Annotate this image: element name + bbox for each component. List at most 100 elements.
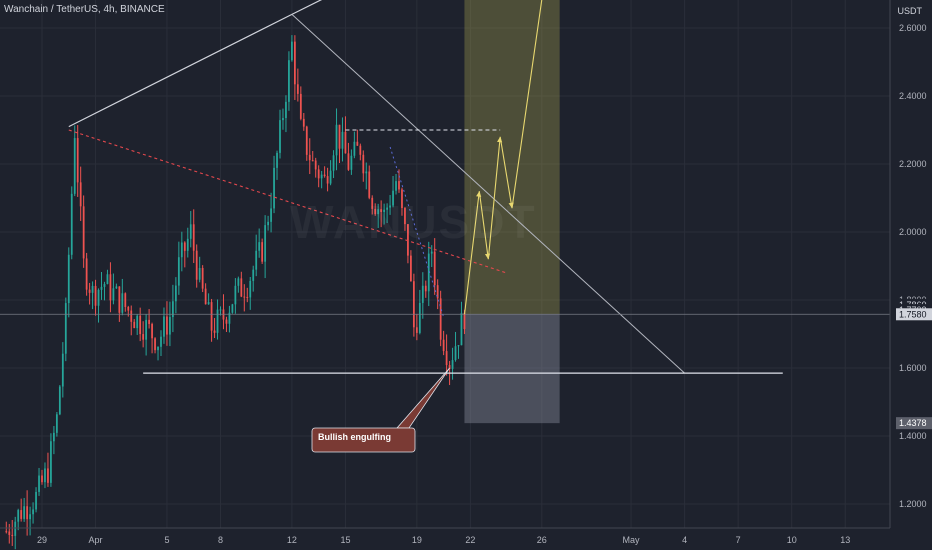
candle-body xyxy=(23,506,26,519)
candle-body xyxy=(157,346,159,351)
x-tick-label: 22 xyxy=(465,535,475,545)
candle-body xyxy=(177,257,180,286)
candle-body xyxy=(91,285,94,293)
candle-body xyxy=(410,255,412,282)
candle-body xyxy=(243,296,246,298)
candle-body xyxy=(279,120,281,153)
candle-body xyxy=(121,293,124,313)
candle-body xyxy=(64,303,67,354)
projection-arrowhead xyxy=(476,191,482,197)
candle-body xyxy=(189,224,192,239)
candle-body xyxy=(240,278,243,297)
candle-body xyxy=(106,274,109,284)
candle-body xyxy=(267,221,269,226)
x-tick-label: 12 xyxy=(287,535,297,545)
candle-body xyxy=(38,475,40,492)
candle-body xyxy=(412,281,415,328)
candle-body xyxy=(326,176,329,184)
x-tick-label: 29 xyxy=(37,535,47,545)
candle-body xyxy=(109,274,112,301)
candle-body xyxy=(204,288,207,305)
candle-body xyxy=(130,310,133,322)
candle-body xyxy=(424,285,427,292)
currency-label: USDT xyxy=(897,6,923,16)
candle-body xyxy=(362,154,365,174)
candle-body xyxy=(58,386,61,415)
candle-body xyxy=(261,242,264,262)
candle-body xyxy=(142,334,145,340)
candle-body xyxy=(47,468,49,483)
candle-body xyxy=(365,171,368,174)
candle-body xyxy=(186,238,189,251)
candle-body xyxy=(252,269,255,281)
candle-body xyxy=(430,251,433,254)
candle-body xyxy=(50,441,52,483)
x-tick-label: 15 xyxy=(340,535,350,545)
candle-body xyxy=(427,253,430,292)
candle-body xyxy=(55,414,58,433)
candle-body xyxy=(335,124,338,156)
x-tick-label: 19 xyxy=(412,535,422,545)
candle-body xyxy=(344,131,347,154)
candle-body xyxy=(160,336,162,347)
candle-body xyxy=(20,510,23,519)
candle-body xyxy=(26,506,29,520)
candle-body xyxy=(67,254,70,304)
candle-body xyxy=(88,289,91,293)
candle-body xyxy=(371,197,374,209)
candle-body xyxy=(145,319,148,340)
candle-body xyxy=(463,312,466,330)
candle-body xyxy=(11,534,14,536)
candle-body xyxy=(76,138,79,183)
candle-body xyxy=(264,225,267,262)
candle-body xyxy=(169,317,171,335)
candle-body xyxy=(386,207,388,210)
candle-body xyxy=(436,285,439,299)
candle-body xyxy=(124,293,127,307)
candle-body xyxy=(285,101,287,119)
projection-path xyxy=(463,0,543,315)
candle-body xyxy=(103,283,106,287)
current-price-label-bg xyxy=(896,308,932,321)
candle-body xyxy=(207,302,210,305)
candle-body xyxy=(174,285,177,302)
symbol-title: Wanchain / TetherUS, 4h, BINANCE xyxy=(4,4,165,15)
y-tick-label: 2.0000 xyxy=(899,227,927,237)
candle-body xyxy=(97,289,100,306)
x-tick-label: 8 xyxy=(218,535,223,545)
x-tick-label: May xyxy=(623,535,641,545)
candle-body xyxy=(228,312,231,324)
candle-body xyxy=(8,531,11,535)
candle-body xyxy=(380,209,383,212)
candle-body xyxy=(255,250,258,270)
candle-body xyxy=(195,250,198,280)
candle-body xyxy=(350,155,353,170)
candle-body xyxy=(433,251,436,286)
candle-body xyxy=(407,224,409,256)
candle-body xyxy=(85,258,88,290)
candle-body xyxy=(288,60,290,102)
x-tick-label: 5 xyxy=(164,535,169,545)
x-tick-label: 7 xyxy=(736,535,741,545)
y-tick-label: 1.4000 xyxy=(899,431,927,441)
candles xyxy=(5,35,466,550)
candle-body xyxy=(14,521,17,536)
candle-body xyxy=(112,288,115,301)
candle-body xyxy=(296,84,299,94)
callout-text: Bullish engulfing xyxy=(318,432,391,442)
candle-body xyxy=(305,126,308,155)
candle-body xyxy=(79,182,82,207)
candle-body xyxy=(163,316,165,337)
candle-body xyxy=(439,298,442,340)
candle-body xyxy=(359,145,362,155)
x-tick-label: Apr xyxy=(89,535,103,545)
candle-body xyxy=(82,206,85,259)
candle-body xyxy=(276,152,278,168)
candle-body xyxy=(356,141,359,146)
candle-body xyxy=(231,304,234,313)
y-tick-label: 2.4000 xyxy=(899,91,927,101)
candle-body xyxy=(374,208,377,215)
candle-body xyxy=(41,475,43,483)
